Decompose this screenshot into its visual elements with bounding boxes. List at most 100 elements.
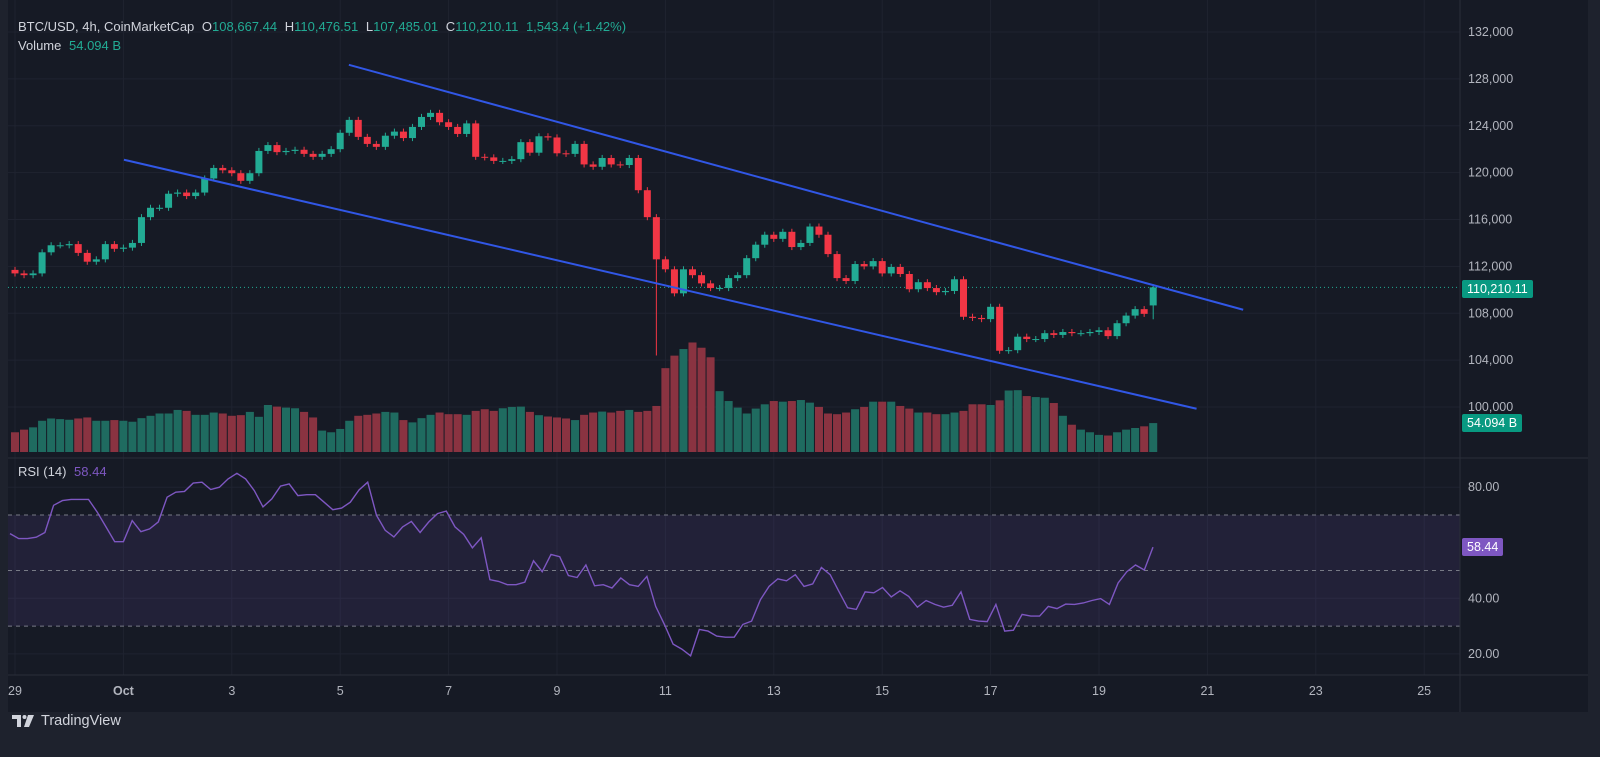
volume-bar (1004, 390, 1013, 452)
volume-bar (869, 401, 878, 452)
close-label: C (445, 19, 456, 34)
volume-bar (580, 414, 589, 452)
trendlines (123, 63, 1244, 410)
candle-down (526, 142, 534, 153)
low-label: L (365, 19, 374, 34)
candle-up (463, 123, 471, 134)
volume-bar (887, 401, 896, 452)
candle-up (1014, 336, 1022, 351)
high-value: 110,476.51 (294, 19, 359, 34)
high-label: H (284, 19, 295, 34)
volume-bar (291, 408, 300, 452)
legend-main: BTC/USD, 4h, CoinMarketCap O108,667.44 H… (18, 19, 630, 34)
candle-up (1149, 287, 1157, 306)
volume-bar (543, 416, 552, 452)
candle-down (960, 279, 967, 317)
volume-bar (173, 409, 182, 452)
volume-bar (643, 410, 652, 452)
candle-up (65, 244, 73, 246)
candle-up (345, 119, 353, 133)
price-tick-label: 128,000 (1468, 72, 1513, 86)
candle-down (589, 164, 597, 167)
chart-container[interactable] (8, 0, 1588, 712)
volume-bar (498, 408, 507, 452)
volume-bar (616, 410, 625, 452)
volume-bar (417, 418, 426, 452)
candle-up (192, 192, 200, 197)
volume-bar (552, 417, 562, 452)
volume-bar (1131, 427, 1140, 452)
volume-bar (263, 404, 272, 452)
candle-down (1023, 336, 1031, 340)
candle-up (716, 288, 724, 290)
price-tick-label: 132,000 (1468, 25, 1513, 39)
volume-bar (742, 413, 751, 452)
volume-label[interactable]: Volume (18, 38, 62, 53)
volume-bar (598, 411, 607, 452)
price-tick-label: 124,000 (1468, 119, 1513, 133)
candle-down (978, 317, 986, 320)
volume-bar (833, 414, 842, 452)
candle-up (499, 160, 507, 162)
volume-bar (65, 419, 74, 452)
rsi-tick-label: 40.00 (1468, 591, 1499, 605)
candle-down (698, 275, 706, 284)
volume-bar (480, 409, 489, 452)
volume-bar (110, 420, 119, 452)
time-tick-label: 23 (1309, 684, 1323, 698)
volume-bar (697, 347, 706, 452)
volume-bar (462, 414, 471, 452)
rsi-tick-label: 20.00 (1468, 647, 1499, 661)
candle-down (454, 126, 462, 134)
candle-down (923, 282, 931, 289)
candle-down (661, 259, 669, 270)
candle-down (1104, 330, 1112, 337)
change-value: 1,543.4 (+1.42%) (525, 19, 627, 34)
rsi-label[interactable]: RSI (14) (18, 464, 67, 479)
volume-bar (29, 427, 38, 452)
tradingview-logo-text: TradingView (41, 713, 121, 729)
volume-bars (10, 342, 1158, 452)
tradingview-logo[interactable]: TradingView (12, 713, 121, 729)
open-label: O (201, 19, 213, 34)
candle-down (634, 157, 642, 191)
volume-bar (634, 411, 643, 452)
volume-bar (968, 404, 977, 452)
volume-bar (507, 406, 516, 452)
candle-up (1095, 330, 1103, 333)
volume-bar (363, 414, 372, 452)
candle-up (291, 149, 299, 151)
candle-up (282, 150, 290, 153)
symbol-title[interactable]: BTC/USD, 4h, CoinMarketCap (18, 19, 195, 34)
candle-down (436, 112, 444, 123)
rsi-value: 58.44 (74, 464, 107, 479)
candle-up (571, 143, 579, 154)
time-tick-label: 13 (767, 684, 781, 698)
candle-down (1140, 309, 1148, 314)
candle-up (508, 159, 516, 161)
volume-bar (842, 412, 851, 452)
candle-down (707, 283, 715, 289)
volume-bar (525, 411, 534, 452)
candle-up (752, 244, 760, 259)
volume-bar (390, 412, 399, 452)
volume-bar (191, 414, 200, 452)
volume-bar (878, 401, 887, 452)
legend-volume: Volume 54.094 B (18, 38, 125, 53)
volume-bar (38, 420, 47, 452)
candle-up (264, 145, 272, 151)
rsi-band (8, 514, 1460, 627)
candles (11, 109, 1157, 356)
candle-down (905, 273, 913, 290)
candle-down (219, 167, 227, 171)
candle-down (544, 136, 552, 138)
volume-bar (923, 412, 932, 452)
candle-up (725, 278, 733, 289)
volume-bar (83, 417, 92, 452)
volume-bar (1094, 434, 1104, 452)
volume-bar (1031, 397, 1040, 452)
volume-bar (10, 432, 20, 452)
volume-bar (733, 407, 742, 452)
volume-bar (1022, 396, 1031, 452)
